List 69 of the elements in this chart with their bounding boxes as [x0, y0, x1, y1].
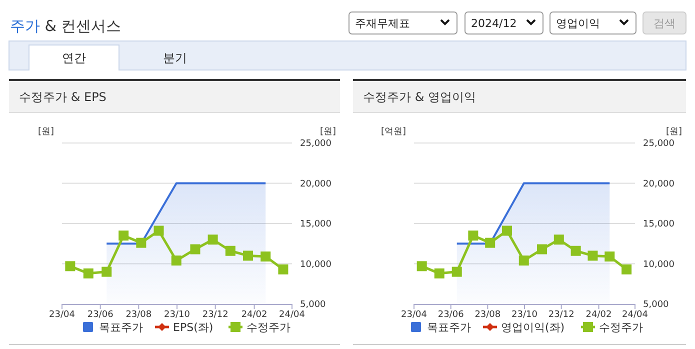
y2-axis-title: [원]: [666, 127, 682, 137]
point: [83, 268, 94, 278]
point: [225, 246, 236, 256]
x-tick-label: 23/12: [548, 310, 574, 320]
y2-tick-label: 5,000: [643, 300, 670, 310]
legend-label: EPS(좌): [173, 321, 214, 334]
legend-label: 목표주가: [99, 321, 143, 334]
text: 연간: [62, 51, 86, 65]
y-axis-title: [억원]: [380, 127, 406, 137]
point: [434, 268, 444, 278]
point: [278, 264, 288, 274]
x-tick-label: 23/04: [49, 310, 76, 320]
x-tick-label: 23/10: [164, 310, 190, 320]
y2-tick-label: 10,000: [300, 260, 332, 270]
y2-tick-label: 10,000: [643, 260, 675, 270]
point: [588, 250, 598, 261]
y2-tick-label: 20,000: [300, 179, 332, 190]
point: [518, 256, 529, 266]
point: [136, 238, 146, 248]
point: [190, 244, 200, 254]
point: [452, 266, 462, 277]
point: [468, 230, 478, 241]
point: [554, 234, 564, 245]
point: [260, 252, 271, 262]
y2-tick-label: 20,000: [643, 179, 675, 190]
y2-tick-label: 5,000: [300, 300, 326, 310]
y-axis-title: [원]: [38, 127, 54, 137]
x-tick-label: 23/08: [474, 310, 501, 320]
point: [570, 246, 581, 256]
y2-tick-label: 15,000: [643, 220, 675, 230]
y2-axis-title: [원]: [320, 127, 336, 137]
legend-label: 수정주가: [599, 321, 643, 334]
point: [171, 256, 182, 266]
text: 검색: [654, 17, 676, 30]
point: [604, 252, 615, 262]
chart-title: 수정주가 & EPS: [19, 90, 106, 104]
x-tick-label: 23/12: [202, 310, 228, 320]
text: 분기: [163, 51, 187, 65]
x-tick-label: 23/08: [126, 310, 152, 320]
x-tick-label: 24/04: [279, 310, 306, 320]
y2-tick-label: 25,000: [643, 139, 675, 149]
text: 2024/12: [471, 17, 517, 30]
point: [416, 261, 427, 272]
x-tick-label: 24/02: [586, 310, 612, 320]
point: [485, 238, 496, 248]
point: [118, 230, 129, 241]
x-tick-label: 23/06: [438, 310, 464, 320]
y2-tick-label: 15,000: [300, 220, 332, 230]
point: [102, 266, 112, 277]
point: [622, 264, 632, 274]
point: [65, 261, 76, 272]
chart-title: 수정주가 & 영업이익: [363, 90, 476, 104]
point: [208, 234, 218, 245]
x-tick-label: 23/10: [512, 310, 538, 320]
point: [537, 244, 548, 254]
y2-tick-label: 25,000: [300, 139, 332, 149]
text: 주가 & 컨센서스: [10, 17, 122, 35]
legend-label: 수정주가: [246, 321, 290, 334]
point: [502, 226, 512, 236]
point: [154, 226, 164, 236]
x-tick-label: 24/04: [622, 310, 648, 320]
x-tick-label: 24/02: [241, 310, 268, 320]
legend-label: 목표주가: [427, 321, 471, 334]
x-tick-label: 23/06: [87, 310, 114, 320]
x-tick-label: 23/04: [401, 310, 428, 320]
point: [243, 250, 254, 261]
text: 주재무제표: [355, 17, 410, 30]
legend-label: 영업이익(좌): [501, 321, 565, 334]
text: 영업이익: [556, 17, 600, 30]
